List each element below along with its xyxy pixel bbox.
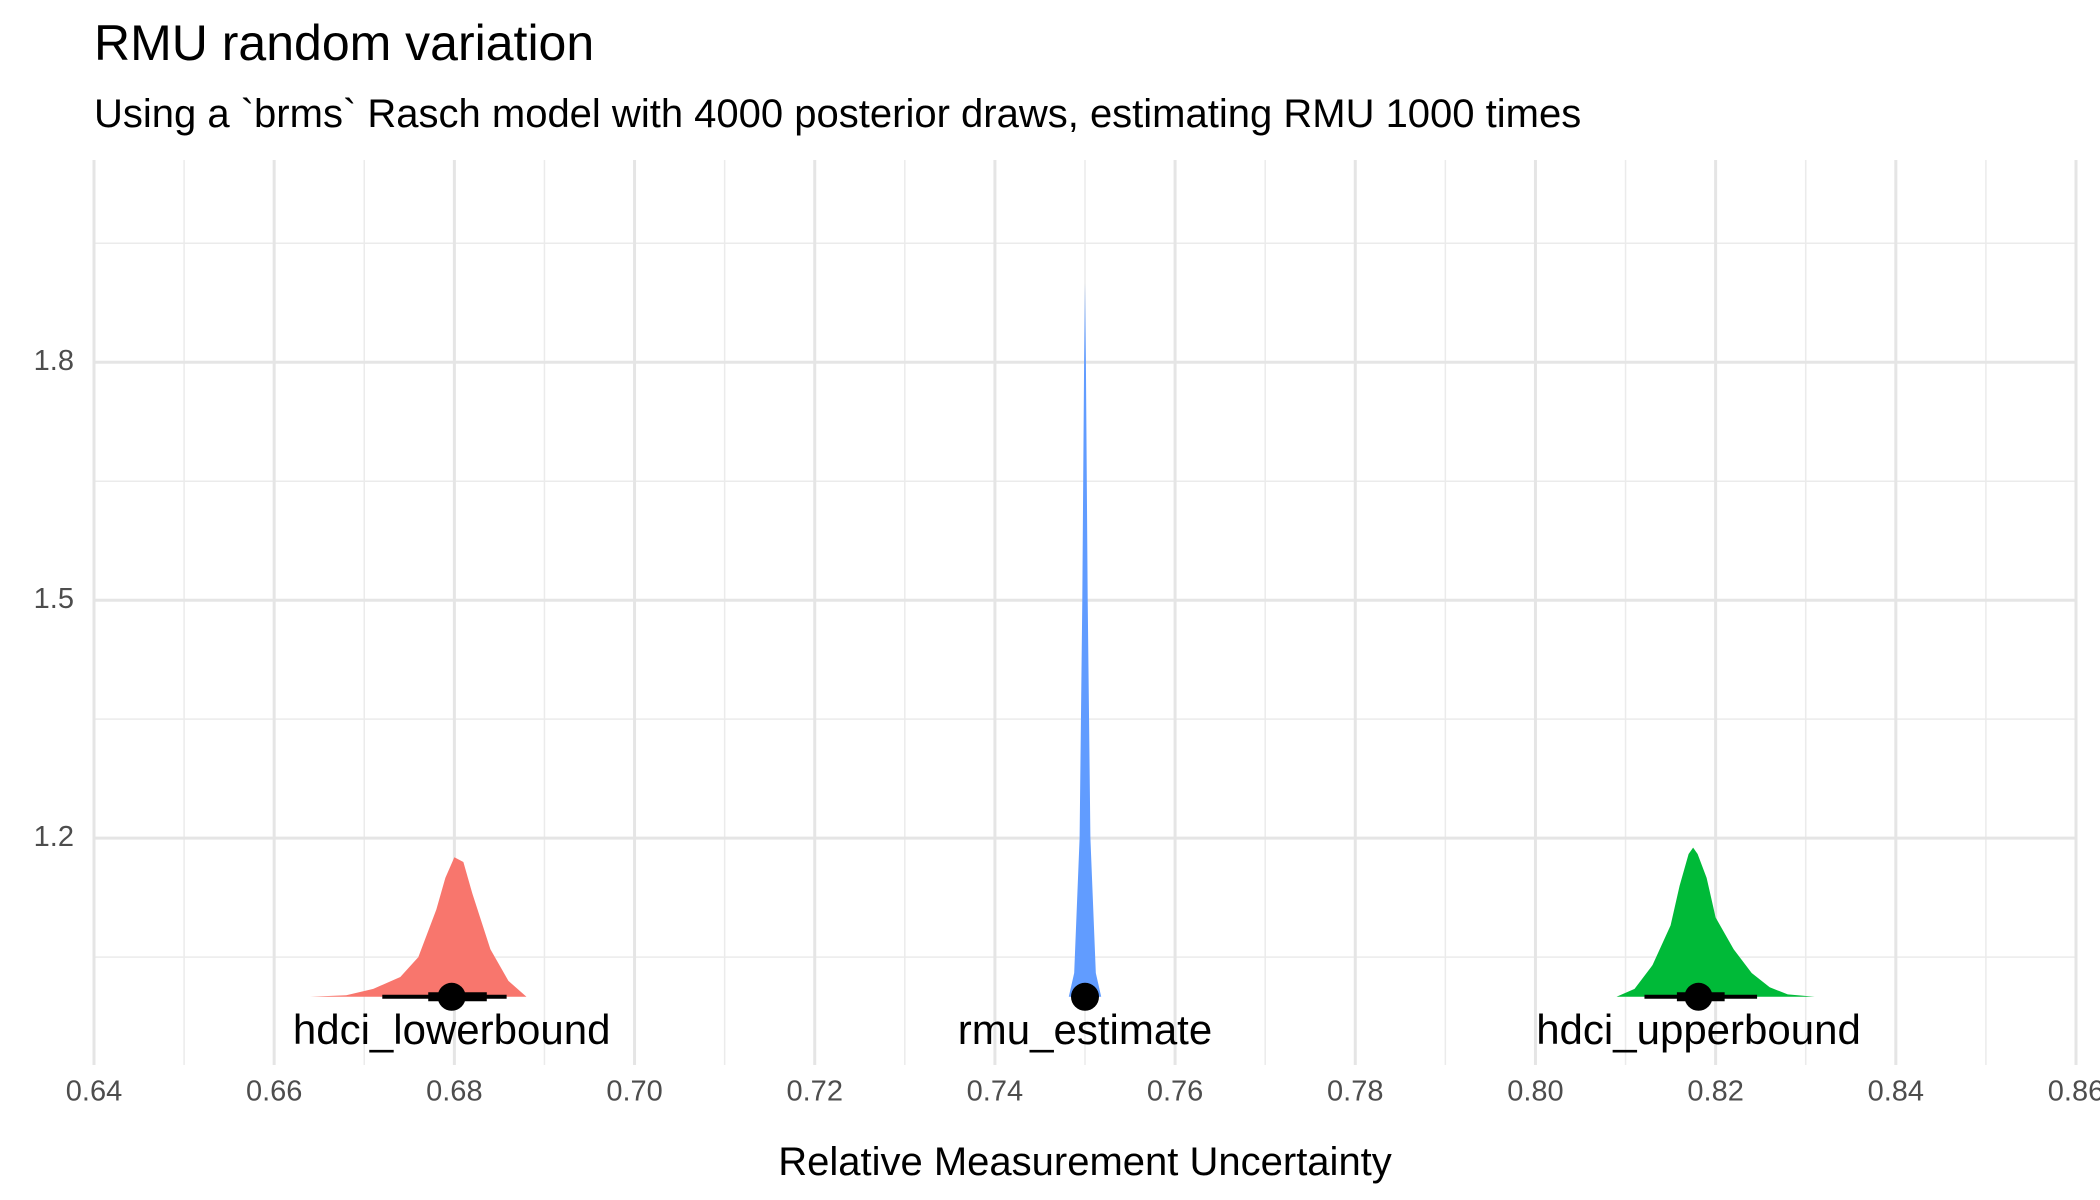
point-estimate — [1071, 982, 1099, 1011]
x-tick-label: 0.74 — [967, 1076, 1023, 1108]
point-estimate — [1684, 982, 1713, 1011]
x-tick-label: 0.68 — [426, 1076, 482, 1108]
x-tick-label: 0.84 — [1868, 1076, 1924, 1108]
x-tick-label: 0.78 — [1327, 1076, 1383, 1108]
density-slab — [1068, 282, 1102, 997]
x-tick-label: 0.66 — [246, 1076, 302, 1108]
density-slab — [1616, 847, 1815, 997]
x-tick-label: 0.82 — [1687, 1076, 1743, 1108]
x-tick-label: 0.80 — [1507, 1076, 1563, 1108]
x-tick-label: 0.72 — [787, 1076, 843, 1108]
x-tick-label: 0.64 — [66, 1076, 122, 1108]
y-tick-label: 1.8 — [34, 345, 74, 377]
y-tick-label: 1.5 — [34, 583, 74, 615]
series-label: hdci_upperbound — [1536, 1006, 1861, 1053]
density-slab — [310, 857, 527, 997]
chart-subtitle: Using a `brms` Rasch model with 4000 pos… — [94, 92, 1581, 136]
series-label: rmu_estimate — [958, 1006, 1212, 1053]
chart-title: RMU random variation — [94, 15, 594, 71]
x-tick-label: 0.76 — [1147, 1076, 1203, 1108]
x-tick-label: 0.70 — [606, 1076, 662, 1108]
series-label: hdci_lowerbound — [293, 1006, 611, 1053]
x-tick-label: 0.86 — [2048, 1076, 2100, 1108]
y-tick-label: 1.2 — [34, 821, 74, 853]
x-axis-title: Relative Measurement Uncertainty — [778, 1140, 1392, 1184]
point-estimate — [437, 982, 466, 1011]
